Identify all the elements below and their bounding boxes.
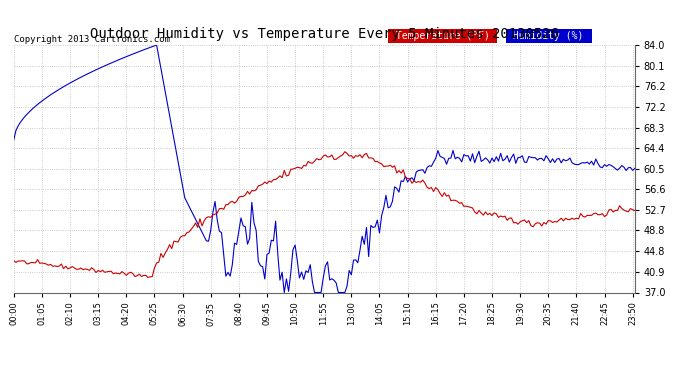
Title: Outdoor Humidity vs Temperature Every 5 Minutes 20130526: Outdoor Humidity vs Temperature Every 5 … bbox=[90, 27, 559, 41]
Text: Temperature (°F): Temperature (°F) bbox=[390, 32, 495, 41]
Text: Humidity (%): Humidity (%) bbox=[508, 32, 590, 41]
Text: Copyright 2013 Cartronics.com: Copyright 2013 Cartronics.com bbox=[14, 35, 170, 44]
